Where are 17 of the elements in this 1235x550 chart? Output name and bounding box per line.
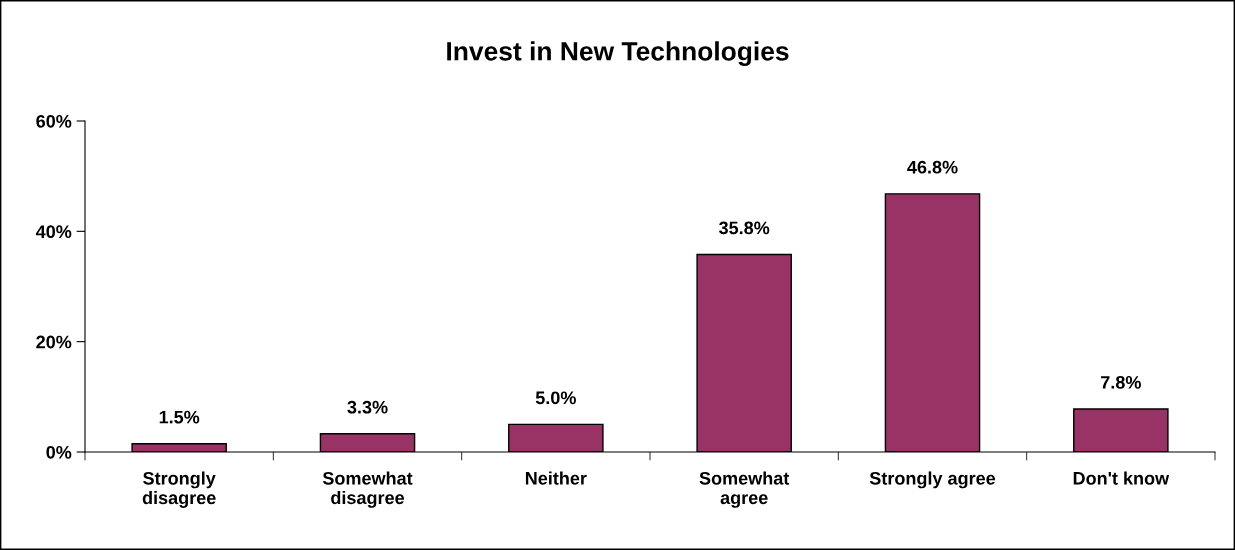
data-label: 35.8% bbox=[718, 221, 770, 235]
x-tick-label: Somewhat disagree bbox=[322, 471, 413, 508]
data-label: 3.3% bbox=[347, 400, 388, 414]
x-tick-label: Strongly agree bbox=[869, 471, 996, 489]
x-tick-label: Somewhat agree bbox=[699, 471, 790, 508]
x-tick-label: Strongly disagree bbox=[142, 471, 216, 508]
chart-title: Invest in New Technologies bbox=[447, 41, 789, 66]
x-tick-label: Neither bbox=[525, 471, 587, 485]
data-label: 46.8% bbox=[907, 160, 958, 174]
y-tick-label: 20% bbox=[36, 335, 72, 349]
y-tick-label: 60% bbox=[36, 114, 72, 128]
data-label: 5.0% bbox=[535, 391, 576, 405]
data-label: 1.5% bbox=[159, 410, 200, 424]
y-tick-label: 40% bbox=[35, 225, 72, 239]
x-tick-label: Don't know bbox=[1073, 471, 1170, 485]
y-tick-label: 0% bbox=[46, 445, 72, 459]
data-label: 7.8% bbox=[1101, 375, 1141, 389]
